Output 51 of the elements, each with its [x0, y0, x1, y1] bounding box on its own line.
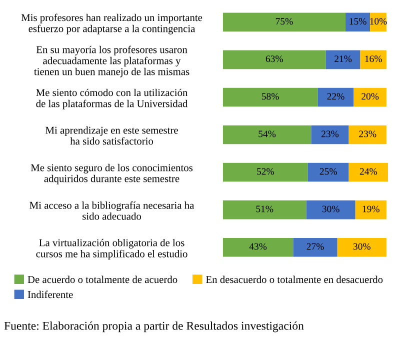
data-label: 43%	[249, 243, 267, 250]
bar	[306, 200, 356, 220]
data-label: 58%	[262, 93, 279, 100]
bar	[348, 162, 388, 182]
bar	[346, 12, 370, 32]
y-tick-label: Mi acceso a la bibliografía necesaria ha sido adecuado	[30, 201, 194, 220]
data-label: 16%	[365, 56, 382, 62]
data-label: 22%	[327, 93, 344, 100]
data-label: 30%	[353, 243, 370, 250]
data-label: 19%	[362, 206, 380, 212]
bar	[222, 50, 326, 70]
bar	[308, 162, 349, 182]
data-label: 27%	[306, 243, 324, 250]
bar	[222, 125, 312, 144]
bar	[326, 50, 360, 70]
bar	[222, 200, 306, 220]
bar	[318, 88, 354, 107]
y-tick-label: Mis profesores han realizado un importante esfuerzo por adaptarse a la contingencia	[21, 14, 202, 34]
y-tick-label: Me siento seguro de los conocimientos adquiridos durante este semestre	[30, 164, 193, 184]
bar	[360, 50, 386, 70]
data-label: 52%	[257, 168, 274, 175]
y-tick-label: La virtualización obligatoria de los cursos me ha simplificado el estudio	[36, 238, 188, 260]
data-label: 54%	[258, 130, 276, 138]
data-label: 24%	[360, 168, 378, 175]
bar	[222, 88, 318, 107]
bar	[222, 238, 294, 257]
y-tick-label: Me siento cómodo con la utilización de las plataformas de la Universidad	[36, 88, 188, 110]
bar	[222, 12, 346, 32]
data-label: 63%	[266, 56, 283, 62]
bar	[222, 162, 308, 182]
bar	[348, 125, 386, 144]
legend-label: De acuerdo o totalmente de acuerdo	[28, 276, 178, 284]
data-label: 23%	[359, 130, 376, 138]
bar	[337, 238, 386, 257]
bar	[293, 238, 338, 257]
y-tick-label: En su mayoría los profesores usaron adecuadamente las plataformas y tienen un buen manejo de las mismas	[34, 46, 190, 78]
bar	[311, 125, 349, 144]
source-note: Fuente: Elaboración propia a partir de Resultados investigación	[4, 321, 304, 332]
legend-label: Indiferente	[28, 290, 73, 298]
data-label: 25%	[320, 168, 337, 175]
data-label: 30%	[322, 206, 340, 212]
data-label: 75%	[276, 18, 293, 25]
y-tick-label: Mi aprendizaje en este semestre ha sido satisfactorio	[46, 126, 178, 145]
legend-label: En desacuerdo o totalmente en desacuerdo	[206, 276, 383, 284]
bar	[355, 200, 386, 220]
data-label: 15%	[350, 18, 366, 25]
bar	[354, 88, 386, 107]
data-label: 20%	[362, 93, 379, 100]
data-label: 23%	[322, 130, 339, 138]
data-label: 51%	[256, 206, 274, 212]
data-label: 21%	[334, 56, 352, 62]
